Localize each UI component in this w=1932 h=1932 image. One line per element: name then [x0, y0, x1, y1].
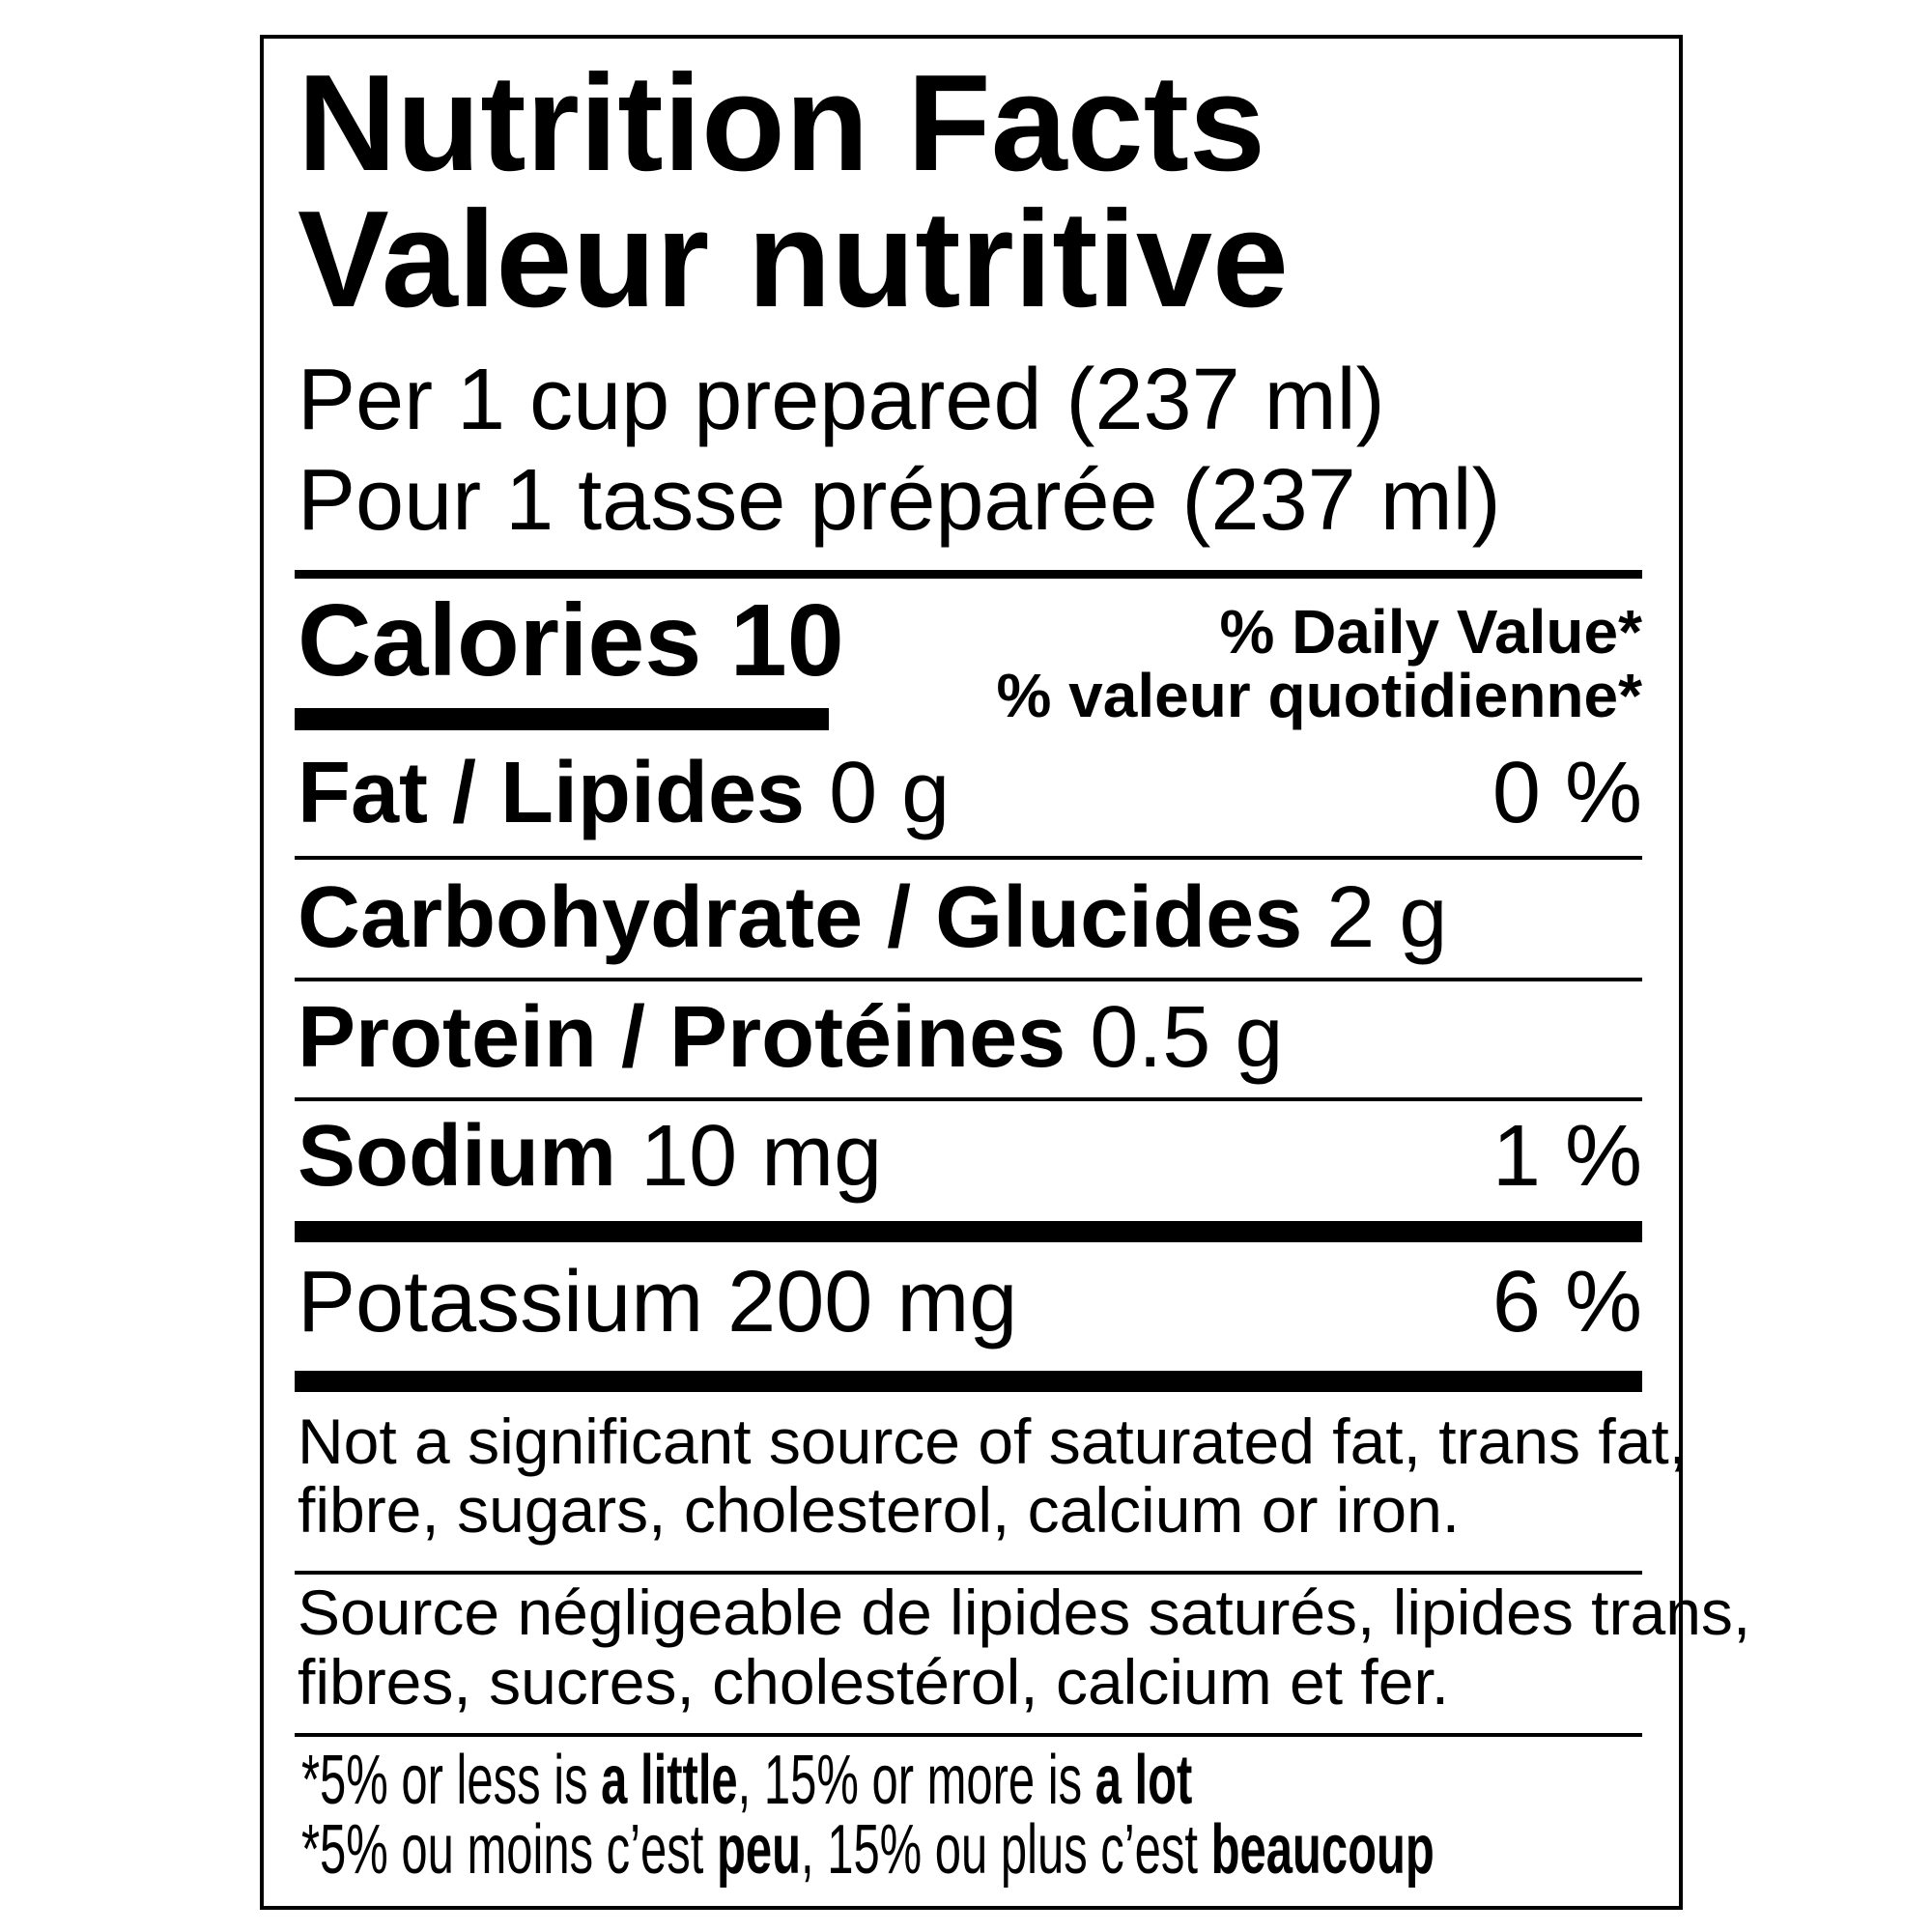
- nutrient-row-protein: Protein / Protéines 0.5 g: [298, 994, 1283, 1081]
- nutrient-amount: 2 g: [1326, 869, 1448, 966]
- nutrient-row-fat: Fat / Lipides 0 g: [298, 750, 950, 837]
- footnote-text: , 15% or more is: [737, 1742, 1095, 1819]
- thick-rule: [295, 1221, 1642, 1242]
- calories: Calories 10: [298, 589, 844, 692]
- footnote-bold: peu: [716, 1811, 802, 1889]
- nutrient-amount: 10 mg: [640, 1108, 883, 1205]
- not-significant-en-line2: fibre, sugars, cholesterol, calcium or i…: [298, 1474, 1461, 1546]
- nutrient-dv: 6 %: [1492, 1254, 1642, 1350]
- rule: [295, 1733, 1642, 1737]
- thick-rule: [295, 1371, 1642, 1392]
- nutrient-dv: 0 %: [1492, 745, 1642, 841]
- nutrient-label: Sodium: [298, 1108, 616, 1205]
- nutrition-label-border: [260, 35, 1683, 1910]
- footnote-bold: beaucoup: [1210, 1811, 1435, 1889]
- nutrient-row-potassium: Potassium 200 mg: [298, 1254, 1018, 1350]
- nutrient-row-sodium: Sodium 10 mg: [298, 1113, 882, 1200]
- title-fr: Valeur nutritive: [298, 183, 1289, 336]
- nutrient-amount: 0.5 g: [1090, 989, 1284, 1086]
- footnote-text: *5% ou moins c’est: [301, 1811, 717, 1889]
- not-significant-fr-line2: fibres, sucres, cholestérol, calcium et …: [298, 1646, 1450, 1718]
- footnote-bold: a little: [601, 1742, 738, 1819]
- daily-value-header-en: % Daily Value*: [1219, 597, 1642, 667]
- footnote-text: , 15% ou plus c’est: [801, 1811, 1211, 1889]
- footnote-text: *5% or less is: [301, 1742, 602, 1819]
- footnote-bold: a lot: [1094, 1742, 1193, 1819]
- calories-label: Calories: [298, 583, 702, 697]
- nutrient-label: Carbohydrate / Glucides: [298, 869, 1303, 966]
- footnote-en: *5% or less is a little, 15% or more is …: [301, 1746, 1192, 1815]
- daily-value-header-fr: % valeur quotidienne*: [996, 661, 1642, 730]
- rule: [295, 1571, 1642, 1575]
- rule: [295, 856, 1642, 860]
- rule: [295, 1097, 1642, 1101]
- calories-rule: [295, 708, 829, 730]
- not-significant-en-line1: Not a significant source of saturated fa…: [298, 1406, 1688, 1477]
- not-significant-fr-line1: Source négligeable de lipides saturés, l…: [298, 1577, 1751, 1648]
- title-en: Nutrition Facts: [298, 46, 1265, 200]
- nutrient-dv: 1 %: [1492, 1108, 1642, 1205]
- serving-en: Per 1 cup prepared (237 ml): [298, 352, 1385, 448]
- nutrient-label: Fat / Lipides: [298, 745, 806, 841]
- rule: [295, 978, 1642, 981]
- calories-value: 10: [729, 583, 844, 697]
- footnote-fr: *5% ou moins c’est peu, 15% ou plus c’es…: [301, 1815, 1435, 1885]
- nutrient-row-carbohydrate: Carbohydrate / Glucides 2 g: [298, 874, 1447, 961]
- nutrient-amount: 0 g: [829, 745, 951, 841]
- thick-rule: [295, 570, 1642, 579]
- serving-fr: Pour 1 tasse préparée (237 ml): [298, 452, 1501, 549]
- nutrient-label: Protein / Protéines: [298, 989, 1066, 1086]
